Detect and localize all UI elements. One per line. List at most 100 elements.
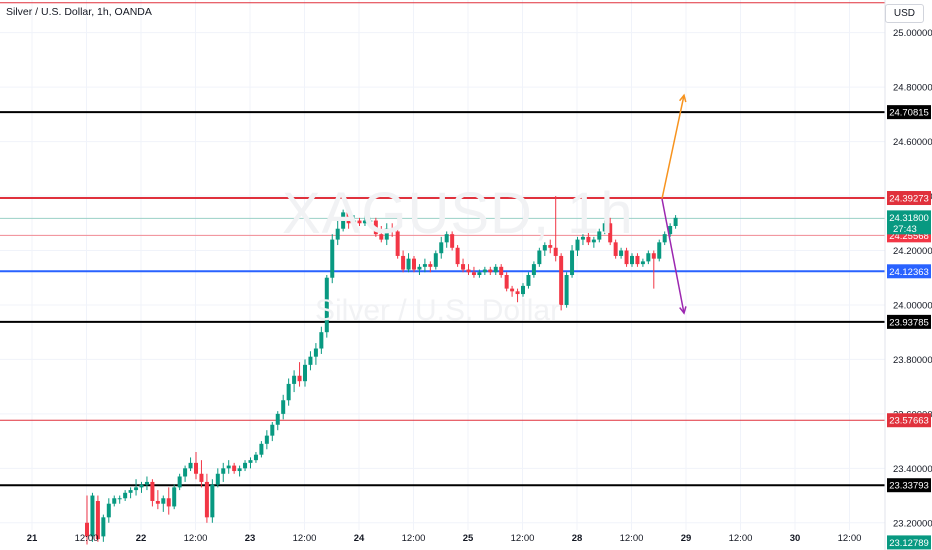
candle-body [357, 220, 362, 224]
candle-body [439, 242, 444, 254]
time-tick-label: 12:00 [729, 533, 753, 544]
watermark-name: Silver / U.S. Dollar [315, 294, 561, 327]
candle-body [406, 258, 411, 270]
candle-body [183, 468, 188, 477]
candle-body [586, 236, 591, 243]
time-tick-label: 30 [790, 533, 801, 544]
candle-body [210, 484, 215, 518]
candle-body [117, 498, 122, 500]
level-price-tag-bg [887, 264, 931, 279]
time-tick-label: 12:00 [184, 533, 208, 544]
candle-body [559, 255, 564, 305]
currency-button[interactable]: USD [884, 4, 924, 23]
candle-body [526, 275, 531, 286]
candle-body [155, 500, 160, 504]
level-price-tag-bg [887, 413, 931, 428]
level-price-tag: 24.39273 [889, 194, 929, 205]
candle-body [177, 476, 182, 488]
candle-body [286, 383, 291, 401]
candle-body [313, 348, 318, 357]
chart-title: Silver / U.S. Dollar, 1h, OANDA [6, 6, 152, 18]
time-tick-label: 12:00 [293, 533, 317, 544]
time-tick-label: 29 [681, 533, 692, 544]
candle-body [281, 400, 286, 414]
time-tick-label: 12:00 [838, 533, 862, 544]
time-tick-label: 23 [245, 533, 256, 544]
candle-body [330, 239, 335, 278]
candle-body [106, 503, 111, 518]
candle-body [368, 220, 373, 222]
projection-bullish-arrowhead [679, 93, 687, 103]
candle-body [635, 255, 640, 265]
candle-body [461, 264, 466, 270]
candle-body [564, 275, 569, 305]
watermark-symbol: XAGUSD, 1h [282, 181, 634, 246]
time-axis: 21 12:00 22 12:00 23 12:00 24 12:00 25 12:00 28 12:… [27, 533, 862, 544]
level-price-tag-bg [887, 314, 931, 329]
candle-body [215, 473, 220, 485]
last-price-tag: 24.31800 [889, 213, 929, 224]
candle-body [608, 223, 613, 243]
candle-body [297, 375, 302, 382]
candle-body [270, 424, 275, 436]
candle-body [188, 462, 193, 469]
candle-body [422, 264, 427, 267]
candle-body [553, 247, 558, 256]
candle-body [493, 266, 498, 273]
candle-body [226, 465, 231, 469]
candle-body [499, 266, 504, 275]
low-price-tag: 23.12789 [889, 538, 929, 549]
candle-body [324, 277, 329, 333]
candle-body [450, 234, 455, 248]
level-price-tag-bg [887, 105, 931, 120]
candle-body [662, 234, 667, 243]
price-axis: 25.0000024.8000024.6000024.4000024.20000… [893, 28, 932, 529]
candle-body [264, 435, 269, 444]
time-tick-label: 21 [27, 533, 38, 544]
horizontal-levels [0, 2, 885, 487]
candle-body [602, 223, 607, 232]
candle-body [488, 269, 493, 273]
candle-body [308, 356, 313, 365]
candle-body [510, 288, 515, 292]
candle-body [580, 236, 585, 240]
projection-arrows [661, 93, 687, 315]
candle-body [204, 481, 209, 518]
candle-body [428, 264, 433, 267]
candle-body [373, 220, 378, 235]
candle-body [346, 212, 351, 224]
candle-body [319, 332, 324, 349]
projection-bullish-line[interactable] [661, 95, 685, 199]
level-price-tag: 24.70815 [889, 108, 929, 119]
projection-bearish-arrowhead [679, 306, 687, 315]
price-tick-label: 25.00000 [893, 28, 932, 39]
candle-body [395, 231, 400, 256]
price-tick-label: 24.80000 [893, 83, 932, 94]
candle-body [139, 484, 144, 488]
candle-body [112, 498, 117, 504]
candle-body [630, 255, 634, 265]
time-tick-label: 24 [354, 533, 365, 544]
candle-body [657, 242, 662, 259]
countdown-tag: 27:43 [893, 224, 917, 235]
candle-body [292, 375, 297, 384]
candle-body [537, 250, 542, 265]
projection-bearish-line[interactable] [661, 198, 685, 314]
candle-body [619, 250, 624, 256]
level-price-tag: 23.93785 [889, 317, 929, 328]
price-tags: 24.70815 24.39273 24.25568 24.12363 23.93785… [887, 105, 931, 550]
candle-body [243, 462, 248, 469]
candle-body [248, 460, 253, 463]
time-tick-label: 12:00 [511, 533, 535, 544]
candle-body [303, 364, 307, 382]
level-price-tag: 23.57663 [889, 416, 929, 427]
candle-body [221, 468, 226, 474]
candle-body [194, 462, 198, 474]
candlesticks [85, 196, 678, 545]
candle-body [123, 492, 128, 499]
level-price-tag-bg [887, 191, 931, 206]
candle-body [668, 225, 673, 235]
candle-body [253, 454, 258, 461]
candle-body [232, 465, 237, 472]
